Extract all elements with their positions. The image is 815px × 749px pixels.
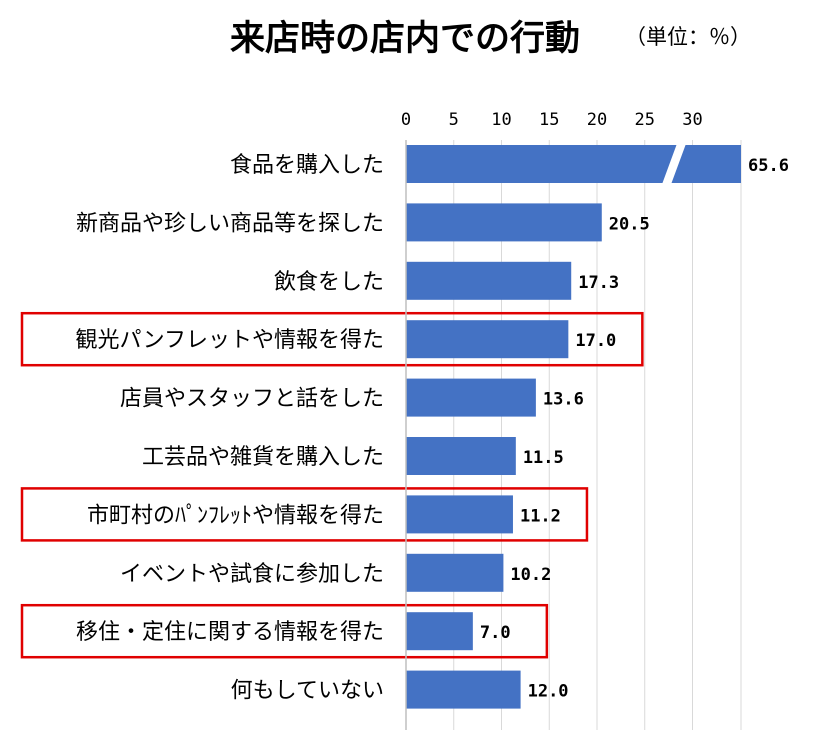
data-label: 11.5: [523, 448, 564, 468]
x-tick-label: 10: [491, 110, 511, 130]
category-label: 飲食をした: [274, 270, 384, 295]
category-label: イベントや試食に参加した: [120, 562, 384, 587]
category-label: 観光パンフレットや情報を得た: [76, 328, 384, 353]
data-label: 17.0: [575, 331, 616, 351]
bar: [406, 495, 513, 534]
highlight-box: [20, 311, 644, 367]
bar: [406, 437, 516, 475]
x-tick-label: 30: [682, 110, 702, 130]
category-label: 工芸品や雑貨を購入した: [142, 445, 384, 470]
highlight-box: [20, 487, 589, 542]
highlight-boxes: [20, 311, 644, 659]
category-label: 食品を購入した: [230, 153, 384, 178]
category-label: 新商品や珍しい商品等を探した: [76, 211, 384, 236]
bar: [406, 145, 741, 183]
x-tick-label: 25: [635, 110, 655, 130]
data-label: 10.2: [510, 565, 551, 585]
category-labels: 食品を購入した新商品や珍しい商品等を探した飲食をした観光パンフレットや情報を得た…: [76, 153, 384, 704]
data-label: 17.3: [578, 273, 619, 293]
x-tick-label: 5: [449, 110, 459, 130]
bar: [406, 203, 602, 242]
data-label: 65.6: [748, 156, 789, 176]
bar: [406, 670, 521, 709]
chart-unit: （単位：％）: [625, 25, 751, 49]
highlight-box: [20, 603, 549, 659]
data-label: 12.0: [528, 682, 569, 702]
category-label: 何もしていない: [231, 679, 384, 704]
bar: [406, 261, 572, 300]
bars: [406, 144, 741, 709]
chart-title: 来店時の店内での行動: [230, 19, 580, 59]
bar: [406, 378, 536, 417]
data-label: 11.2: [520, 506, 561, 526]
bar: [406, 320, 569, 359]
x-axis-ticks: 0 5 10 15 20 25 30: [401, 110, 703, 130]
category-label: 店員やスタッフと話をした: [120, 387, 384, 412]
data-label: 13.6: [543, 390, 584, 410]
x-tick-label: 15: [539, 110, 559, 130]
x-tick-label: 0: [401, 110, 411, 130]
axis-break-mark: [662, 144, 686, 184]
x-tick-label: 20: [587, 110, 607, 130]
data-labels: 65.6 20.5 17.3 17.0 13.6 11.5 11.2 10.2 7.0 12.0: [480, 156, 789, 702]
bar: [406, 553, 504, 592]
bar: [406, 612, 473, 651]
data-label: 7.0: [480, 623, 511, 643]
data-label: 20.5: [609, 214, 650, 234]
category-label: 移住・定住に関する情報を得た: [76, 620, 384, 645]
category-label: 市町村のﾊﾟﾝﾌﾚｯﾄや情報を得た: [87, 503, 384, 528]
